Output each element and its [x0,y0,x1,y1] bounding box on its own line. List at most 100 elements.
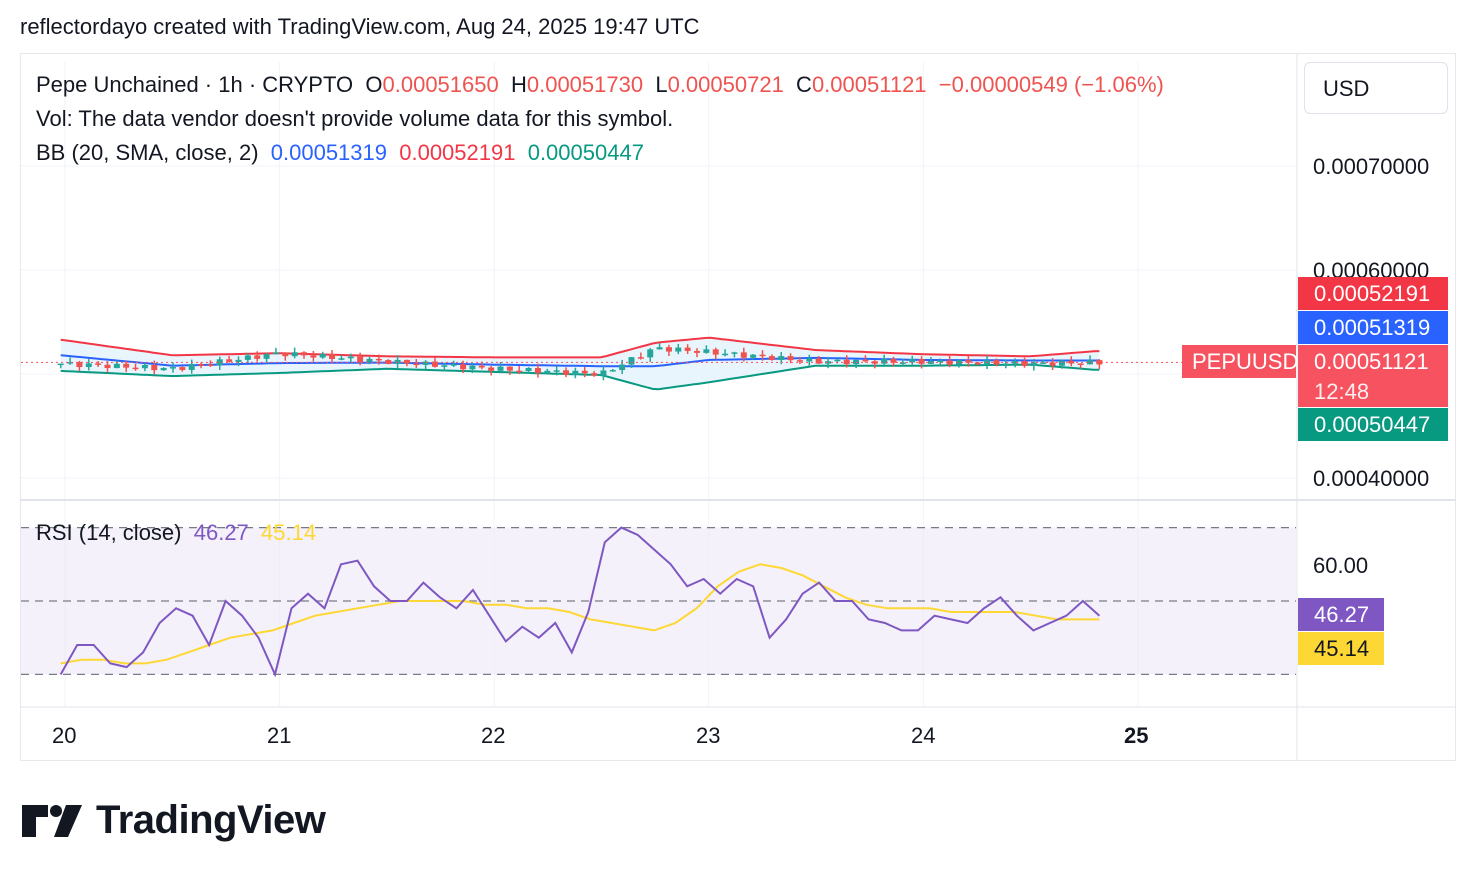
candle-body [834,359,841,362]
candle-body [731,352,738,354]
bb-lower-value: 0.00050447 [527,140,644,165]
last-price-value: 0.00051121 [1314,349,1429,374]
candle-body [1087,360,1094,365]
candle-body [609,370,616,372]
candle-body [460,364,467,370]
candle-body [76,362,83,368]
candle-body [740,352,747,358]
candle-body [927,360,934,364]
candle-body [619,364,626,371]
candle-body [694,350,701,353]
time-tick-label: 22 [481,723,506,748]
candle-body [506,366,513,371]
candle-body [759,354,766,357]
bar-countdown: 12:48 [1314,379,1370,404]
candle-body [946,360,953,365]
candle-body [909,359,916,363]
high-label: H [510,72,527,97]
candle-body [67,362,74,364]
candle-body [656,347,663,350]
tradingview-logo[interactable]: TradingView [22,798,326,843]
open-label: O [365,72,383,97]
candle-body [366,358,373,362]
candle-body [263,354,270,359]
close-label: C [796,72,812,97]
candle-body [216,359,223,366]
bb-fill [60,337,1100,390]
candle-body [422,361,429,365]
chart-caption: reflectordayo created with TradingView.c… [20,14,700,39]
candle-body [310,355,317,358]
symbol-legend: Pepe Unchained · 1h · CRYPTO O0.00051650… [36,72,1164,98]
candle-body [329,353,336,359]
candle-body [300,352,307,356]
candle-body [544,370,551,374]
bb-upper-value: 0.00052191 [399,140,516,165]
candle-body [787,356,794,361]
candle-body [665,347,672,352]
candle-body [469,365,476,370]
chart-frame [20,53,1456,761]
candle-body [628,357,635,365]
candle-body [1012,361,1019,364]
candle-body [778,356,785,361]
candle-body [825,361,832,364]
time-tick-label: 23 [696,723,721,748]
candle-body [319,353,326,358]
candle-body [141,365,148,369]
candle-body [722,353,729,356]
candle-body [1021,361,1028,366]
candle-body [1049,362,1056,366]
rsi-pane [21,526,1296,678]
candle-body [1058,360,1065,366]
candle-body [1077,363,1084,365]
bb-basis-value: 0.00051319 [270,140,387,165]
candle-body [272,352,279,355]
candle-body [226,359,233,362]
candle-body [169,367,176,369]
candle-body [768,356,775,361]
candle-body [123,363,130,368]
candle-body [918,359,925,364]
candle-body [151,365,158,371]
rsi-tick-label: 60.00 [1313,553,1369,578]
bb-upper-line [60,336,1100,359]
time-tick-label: 20 [52,723,77,748]
symbol-title[interactable]: Pepe Unchained · 1h · CRYPTO [36,72,354,97]
candle-body [179,367,186,370]
candle-body [675,347,682,352]
candle-body [534,368,541,374]
candle-body [712,349,719,355]
candle-body [525,368,532,372]
bb-legend[interactable]: BB (20, SMA, close, 2) 0.00051319 0.0005… [36,140,644,166]
bb-basis-line [60,354,1100,368]
candle-body [871,361,878,364]
candle-body [85,363,92,368]
candle-body [188,364,195,370]
candle-body [282,352,289,357]
rsi-value: 46.27 [193,520,249,545]
candle-body [974,362,981,365]
candle-body [750,354,757,358]
change-value: −0.00000549 (−1.06%) [938,72,1164,97]
candle-body [104,364,111,369]
candle-body [478,365,485,368]
candle-body [881,358,888,364]
price-tick-label: 0.00070000 [1313,154,1430,179]
bb-basis-tag: 0.00051319 [1298,311,1448,344]
time-tick-label: 21 [267,723,292,748]
candle-body [441,365,448,367]
rsi-legend[interactable]: RSI (14, close) 46.27 45.14 [36,520,316,546]
low-value: 0.00050721 [667,72,784,97]
bb-upper-tag: 0.00052191 [1298,277,1448,310]
candle-body [806,358,813,362]
rsi-ma-tag: 45.14 [1298,632,1384,665]
bb-label: BB (20, SMA, close, 2) [36,140,259,165]
candle-body [198,364,205,366]
rsi-tag: 46.27 [1298,598,1384,631]
candle-body [347,356,354,359]
candle-body [450,364,457,366]
currency-selector[interactable]: USD [1304,62,1448,114]
candles [21,342,1296,381]
